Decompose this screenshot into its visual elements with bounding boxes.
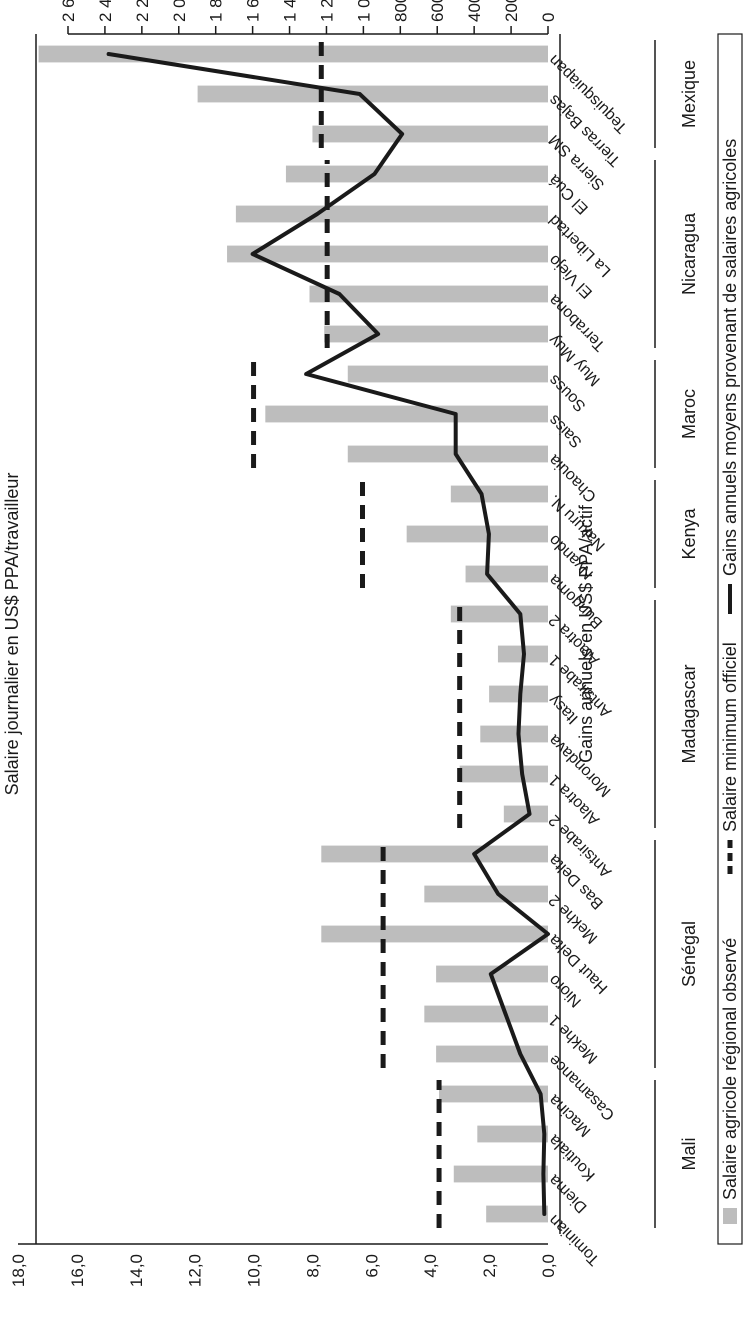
- left-axis-tick-label: 16,0: [68, 1254, 87, 1287]
- earnings-line: [106, 52, 550, 1216]
- right-axis-tick-label: 1 800: [207, 0, 226, 22]
- left-axis-tick-label: 8,0: [303, 1254, 322, 1278]
- right-axis-tick-label: 2 600: [59, 0, 78, 22]
- left-axis-tick-label: 2,0: [480, 1254, 499, 1278]
- bar: [436, 1045, 548, 1063]
- bar: [347, 445, 548, 463]
- group-label: Kenya: [679, 507, 699, 559]
- right-axis-tick-label: 800: [391, 0, 410, 22]
- bar: [503, 805, 548, 823]
- legend: Salaire agricole régional observé Salaire…: [717, 33, 743, 1245]
- right-axis-tick-label: 400: [465, 0, 484, 22]
- bar: [312, 125, 548, 143]
- group-label: Nicaragua: [679, 212, 699, 295]
- bar: [450, 485, 548, 503]
- left-axis-tick-label: 14,0: [127, 1254, 146, 1287]
- right-axis-tick-label: 2 400: [96, 0, 115, 22]
- bar: [321, 845, 548, 863]
- legend-label-line: Gains annuels moyens provenant de salair…: [720, 139, 740, 576]
- right-axis-tick-label: 600: [428, 0, 447, 22]
- bar: [459, 765, 549, 783]
- right-axis-tick-label: 1 600: [244, 0, 263, 22]
- bar: [465, 565, 548, 583]
- bar: [486, 1205, 549, 1223]
- right-axis-title: Gains annuels en US$ PPA/actif: [576, 504, 596, 763]
- bar: [38, 45, 549, 63]
- bar: [406, 525, 549, 543]
- min-wage-layer: [251, 40, 463, 1228]
- bar: [265, 405, 548, 423]
- category-labels-layer: TominianDiemaKoutialaMacinaCasamanceMekh…: [546, 51, 631, 1268]
- bar: [324, 325, 548, 343]
- left-axis-tick-label: 6,0: [362, 1254, 381, 1278]
- left-axis-tick-label: 10,0: [245, 1254, 264, 1287]
- bar: [424, 1005, 548, 1023]
- legend-swatch-bar: [723, 1208, 737, 1224]
- bar: [480, 725, 548, 743]
- bar: [477, 1125, 548, 1143]
- group-label: Mexique: [679, 60, 699, 128]
- right-axis-tick-label: 2 200: [133, 0, 152, 22]
- bar: [424, 885, 548, 903]
- left-axis-title: Salaire journalier en US$ PPA/travailleu…: [2, 473, 22, 796]
- bar: [197, 85, 549, 103]
- category-label: Saiss: [546, 411, 586, 451]
- group-label: Sénégal: [679, 921, 699, 987]
- legend-frame: [717, 33, 743, 1245]
- bar: [321, 925, 548, 943]
- bars-layer: [38, 45, 549, 1223]
- left-axis-tick-label: 18,0: [9, 1254, 28, 1287]
- right-axis-tick-label: 2 000: [170, 0, 189, 22]
- bar: [235, 205, 548, 223]
- bar: [453, 1165, 548, 1183]
- bar: [439, 1085, 548, 1103]
- right-axis-tick-label: 1 200: [317, 0, 336, 22]
- right-axis-tick-label: 200: [502, 0, 521, 22]
- group-labels-layer: Mali Sénégal Madagascar Kenya Maroc Nicaragua…: [654, 40, 699, 1228]
- right-axis-tick-label: 1 400: [281, 0, 300, 22]
- group-label: Mali: [679, 1137, 699, 1170]
- right-axis-tick-label: 1 000: [354, 0, 373, 22]
- legend-label-bar: Salaire agricole régional observé: [720, 938, 740, 1200]
- group-label: Madagascar: [679, 664, 699, 763]
- left-axis-tick-label: 0,0: [539, 1254, 558, 1278]
- group-label: Maroc: [679, 389, 699, 439]
- bar: [227, 245, 548, 263]
- left-axis-tick-label: 12,0: [186, 1254, 205, 1287]
- earnings-line-layer: [106, 52, 550, 1216]
- bar: [309, 285, 548, 303]
- bar: [450, 605, 548, 623]
- left-axis-tick-label: 4,0: [421, 1254, 440, 1278]
- bar: [347, 365, 548, 383]
- right-axis-tick-label: 0: [539, 13, 558, 22]
- bar: [285, 165, 548, 183]
- legend-label-min-wage: Salaire minimum officiel: [720, 642, 740, 832]
- axes-layer: 0,0 2,0 4,0 6,0 8,0 10,0 12,0 14,0 16,0 18,0 0 200 4…: [2, 0, 596, 1287]
